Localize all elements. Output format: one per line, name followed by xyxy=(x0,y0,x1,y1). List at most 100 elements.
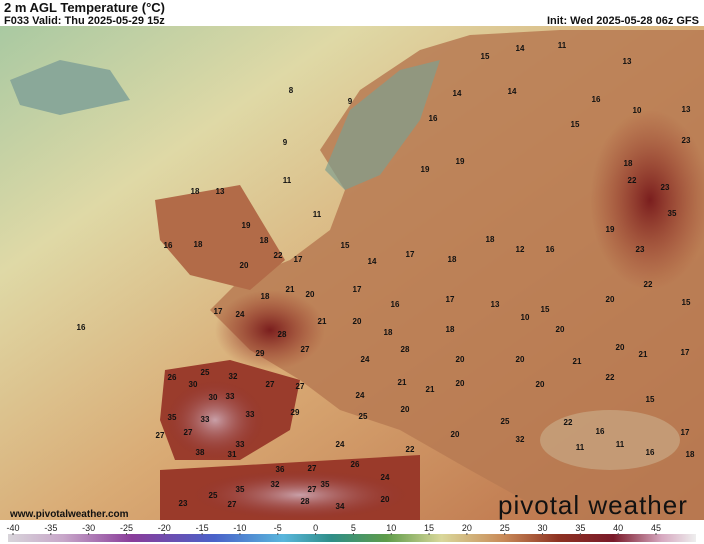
temperature-label: 35 xyxy=(168,413,177,422)
temperature-label: 17 xyxy=(214,307,223,316)
colorbar-tick-label: 40 xyxy=(613,523,623,533)
logo: pivotal weather xyxy=(498,490,688,520)
temperature-label: 18 xyxy=(384,328,393,337)
temperature-label: 21 xyxy=(286,285,295,294)
iceland xyxy=(10,60,130,115)
temperature-label: 17 xyxy=(353,285,362,294)
temperature-label: 25 xyxy=(501,417,510,426)
temperature-label: 23 xyxy=(682,136,691,145)
temperature-label: 25 xyxy=(359,412,368,421)
colorbar-tick-label: -5 xyxy=(274,523,282,533)
temperature-label: 19 xyxy=(606,225,615,234)
temperature-label: 22 xyxy=(274,251,283,260)
temperature-label: 19 xyxy=(456,157,465,166)
temperature-label: 30 xyxy=(189,380,198,389)
colorbar-tick-label: 35 xyxy=(575,523,585,533)
temperature-label: 12 xyxy=(516,245,525,254)
temperature-label: 15 xyxy=(541,305,550,314)
temperature-label: 16 xyxy=(592,95,601,104)
temperature-label: 17 xyxy=(446,295,455,304)
temperature-label: 11 xyxy=(283,176,292,185)
header-bg xyxy=(0,0,704,26)
temperature-label: 27 xyxy=(308,464,317,473)
temperature-label: 8 xyxy=(289,86,294,95)
temperature-label: 18 xyxy=(261,292,270,301)
temperature-label: 18 xyxy=(260,236,269,245)
temperature-label: 14 xyxy=(368,257,377,266)
colorbar-tick-label: 25 xyxy=(500,523,510,533)
temperature-label: 33 xyxy=(236,440,245,449)
temperature-label: 16 xyxy=(546,245,555,254)
temperature-label: 28 xyxy=(278,330,287,339)
temperature-label: 11 xyxy=(576,443,585,452)
colorbar-tick-label: 15 xyxy=(424,523,434,533)
temperature-label: 23 xyxy=(179,499,188,508)
temperature-label: 13 xyxy=(491,300,500,309)
colorbar-tick-label: -15 xyxy=(196,523,209,533)
temperature-label: 20 xyxy=(556,325,565,334)
temperature-label: 15 xyxy=(481,52,490,61)
colorbar-tick-label: -35 xyxy=(44,523,57,533)
temperature-label: 24 xyxy=(336,440,345,449)
temperature-label: 26 xyxy=(168,373,177,382)
temperature-label: 16 xyxy=(77,323,86,332)
temperature-label: 21 xyxy=(426,385,435,394)
british-isles xyxy=(155,185,285,290)
temperature-label: 15 xyxy=(341,241,350,250)
temperature-label: 35 xyxy=(321,480,330,489)
temperature-label: 13 xyxy=(216,187,225,196)
site-url: www.pivotalweather.com xyxy=(9,509,129,520)
warm-area xyxy=(590,110,704,290)
map-title: 2 m AGL Temperature (°C) xyxy=(4,0,165,15)
temperature-label: 24 xyxy=(236,310,245,319)
map-labels: 8 9 9 11 11 16 15 14 11 13 14 14 16 10 13 16 19 19 15 18 23 2… xyxy=(77,41,695,511)
temperature-label: 16 xyxy=(391,300,400,309)
temperature-label: 25 xyxy=(201,368,210,377)
temperature-label: 36 xyxy=(276,465,285,474)
temperature-label: 27 xyxy=(184,428,193,437)
temperature-label: 20 xyxy=(456,355,465,364)
temperature-label: 33 xyxy=(201,415,210,424)
temperature-label: 18 xyxy=(686,450,695,459)
temperature-label: 20 xyxy=(616,343,625,352)
temperature-label: 21 xyxy=(398,378,407,387)
temperature-label: 28 xyxy=(401,345,410,354)
temperature-label: 10 xyxy=(521,313,530,322)
temperature-label: 18 xyxy=(194,240,203,249)
temperature-label: 38 xyxy=(196,448,205,457)
colorbar-tick-label: -10 xyxy=(233,523,246,533)
colorbar-tick-label: 0 xyxy=(313,523,318,533)
temperature-label: 13 xyxy=(682,105,691,114)
temperature-label: 21 xyxy=(639,350,648,359)
temperature-label: 17 xyxy=(406,250,415,259)
temperature-label: 16 xyxy=(646,448,655,457)
temperature-label: 33 xyxy=(226,392,235,401)
temperature-label: 32 xyxy=(516,435,525,444)
temperature-label: 21 xyxy=(573,357,582,366)
temperature-label: 20 xyxy=(353,317,362,326)
temperature-label: 10 xyxy=(633,106,642,115)
temperature-label: 22 xyxy=(644,280,653,289)
temperature-label: 14 xyxy=(516,44,525,53)
colorbar-tick-label: -25 xyxy=(120,523,133,533)
temperature-label: 20 xyxy=(306,290,315,299)
temperature-label: 18 xyxy=(624,159,633,168)
temperature-label: 20 xyxy=(240,261,249,270)
temperature-label: 11 xyxy=(558,41,567,50)
temperature-label: 16 xyxy=(164,241,173,250)
temperature-label: 18 xyxy=(448,255,457,264)
temperature-label: 20 xyxy=(381,495,390,504)
temperature-label: 29 xyxy=(291,408,300,417)
temperature-label: 34 xyxy=(336,502,345,511)
temperature-label: 17 xyxy=(681,428,690,437)
temperature-label: 11 xyxy=(616,440,625,449)
temperature-label: 22 xyxy=(606,373,615,382)
temperature-label: 35 xyxy=(668,209,677,218)
temperature-label: 24 xyxy=(361,355,370,364)
temperature-label: 28 xyxy=(301,497,310,506)
temperature-label: 26 xyxy=(351,460,360,469)
temperature-label: 32 xyxy=(229,372,238,381)
colorbar-tick-label: 5 xyxy=(351,523,356,533)
temperature-label: 21 xyxy=(318,317,327,326)
warm-area xyxy=(215,290,325,370)
